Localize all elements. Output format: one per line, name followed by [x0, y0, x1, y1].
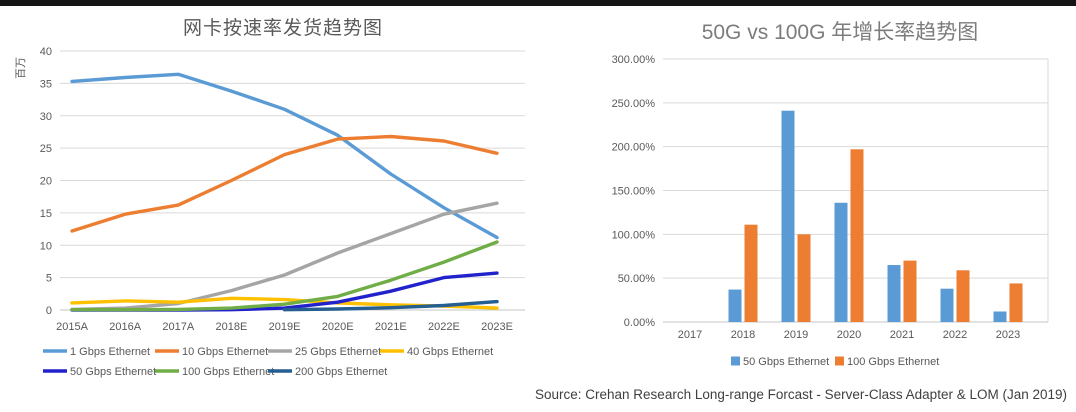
- y-axis-tick-label: 30: [40, 111, 52, 123]
- bar-50-gbps-ethernet-2023: [993, 311, 1007, 322]
- y-axis-tick-label: 5: [46, 273, 52, 285]
- legend-label: 10 Gbps Ethernet: [182, 346, 268, 358]
- x-axis-tick-label: 2020: [837, 329, 861, 341]
- y-axis-tick-label: 250.00%: [612, 98, 656, 110]
- legend-label: 1 Gbps Ethernet: [70, 346, 150, 358]
- legend-label: 50 Gbps Ethernet: [70, 366, 156, 378]
- right-chart-title: 50G vs 100G 年增长率趋势图: [701, 21, 979, 44]
- line-series-1-gbps-ethernet: [70, 72, 499, 240]
- legend-label: 25 Gbps Ethernet: [295, 346, 381, 358]
- x-axis-tick-label: 2022: [943, 329, 967, 341]
- bar-50-gbps-ethernet-2022: [940, 288, 954, 322]
- x-axis-tick-label: 2015A: [56, 321, 88, 333]
- y-axis-tick-label: 15: [40, 208, 52, 220]
- y-axis-tick-label: 0.00%: [624, 317, 655, 329]
- bar-50-gbps-ethernet-2021: [887, 265, 901, 322]
- bar-50-gbps-ethernet-2019: [781, 110, 795, 323]
- source-note: Source: Crehan Research Long-range Forca…: [535, 387, 1067, 402]
- bar-100-gbps-ethernet-2023: [1009, 283, 1023, 322]
- legend-label: 200 Gbps Ethernet: [295, 366, 387, 378]
- left-chart-title: 网卡按速率发货趋势图: [182, 18, 383, 39]
- y-axis-tick-label: 25: [40, 143, 52, 155]
- x-axis-tick-label: 2017: [678, 329, 702, 341]
- x-axis-tick-label: 2017A: [162, 321, 194, 333]
- y-axis-tick-label: 10: [40, 240, 52, 252]
- x-axis-tick-label: 2023E: [481, 321, 513, 333]
- bar-100-gbps-ethernet-2019: [797, 234, 811, 322]
- line-series-200-gbps-ethernet: [282, 299, 499, 312]
- x-axis-tick-label: 2021E: [375, 321, 407, 333]
- y-axis-tick-label: 35: [40, 78, 52, 90]
- bar-100-gbps-ethernet-2018: [744, 224, 758, 322]
- legend-label: 100 Gbps Ethernet: [182, 366, 274, 378]
- top-black-bar: [0, 0, 1076, 6]
- legend-label: 50 Gbps Ethernet: [743, 356, 829, 368]
- bar-100-gbps-ethernet-2021: [903, 260, 917, 322]
- x-axis-tick-label: 2020E: [322, 321, 354, 333]
- x-axis-tick-label: 2018E: [215, 321, 247, 333]
- legend-swatch-100-gbps-ethernet: [835, 356, 844, 366]
- y-axis-tick-label: 150.00%: [612, 186, 656, 198]
- line-series-100-gbps-ethernet: [70, 240, 499, 312]
- y-axis-tick-label: 200.00%: [612, 142, 656, 154]
- x-axis-tick-label: 2023: [996, 329, 1020, 341]
- y-axis-tick-label: 300.00%: [612, 54, 656, 66]
- legend-label: 100 Gbps Ethernet: [847, 356, 939, 368]
- x-axis-tick-label: 2016A: [109, 321, 141, 333]
- bar-50-gbps-ethernet-2020: [834, 202, 848, 322]
- legend-label: 40 Gbps Ethernet: [407, 346, 493, 358]
- bar-100-gbps-ethernet-2020: [850, 149, 864, 322]
- y-axis-tick-label: 20: [40, 176, 52, 188]
- line-series-25-gbps-ethernet: [70, 201, 499, 312]
- x-axis-tick-label: 2019: [784, 329, 808, 341]
- x-axis-tick-label: 2021: [890, 329, 914, 341]
- line-series-10-gbps-ethernet: [70, 134, 499, 233]
- x-axis-tick-label: 2018: [731, 329, 755, 341]
- bar-100-gbps-ethernet-2022: [956, 270, 970, 322]
- y-axis-tick-label: 50.00%: [618, 273, 656, 285]
- legend-swatch-50-gbps-ethernet: [731, 356, 740, 366]
- y-axis-tick-label: 0: [46, 305, 52, 317]
- y-axis-tick-label: 100.00%: [612, 229, 656, 241]
- x-axis-tick-label: 2022E: [428, 321, 460, 333]
- x-axis-tick-label: 2019E: [269, 321, 301, 333]
- y-axis-tick-label: 40: [40, 46, 52, 58]
- bar-50-gbps-ethernet-2018: [728, 289, 742, 322]
